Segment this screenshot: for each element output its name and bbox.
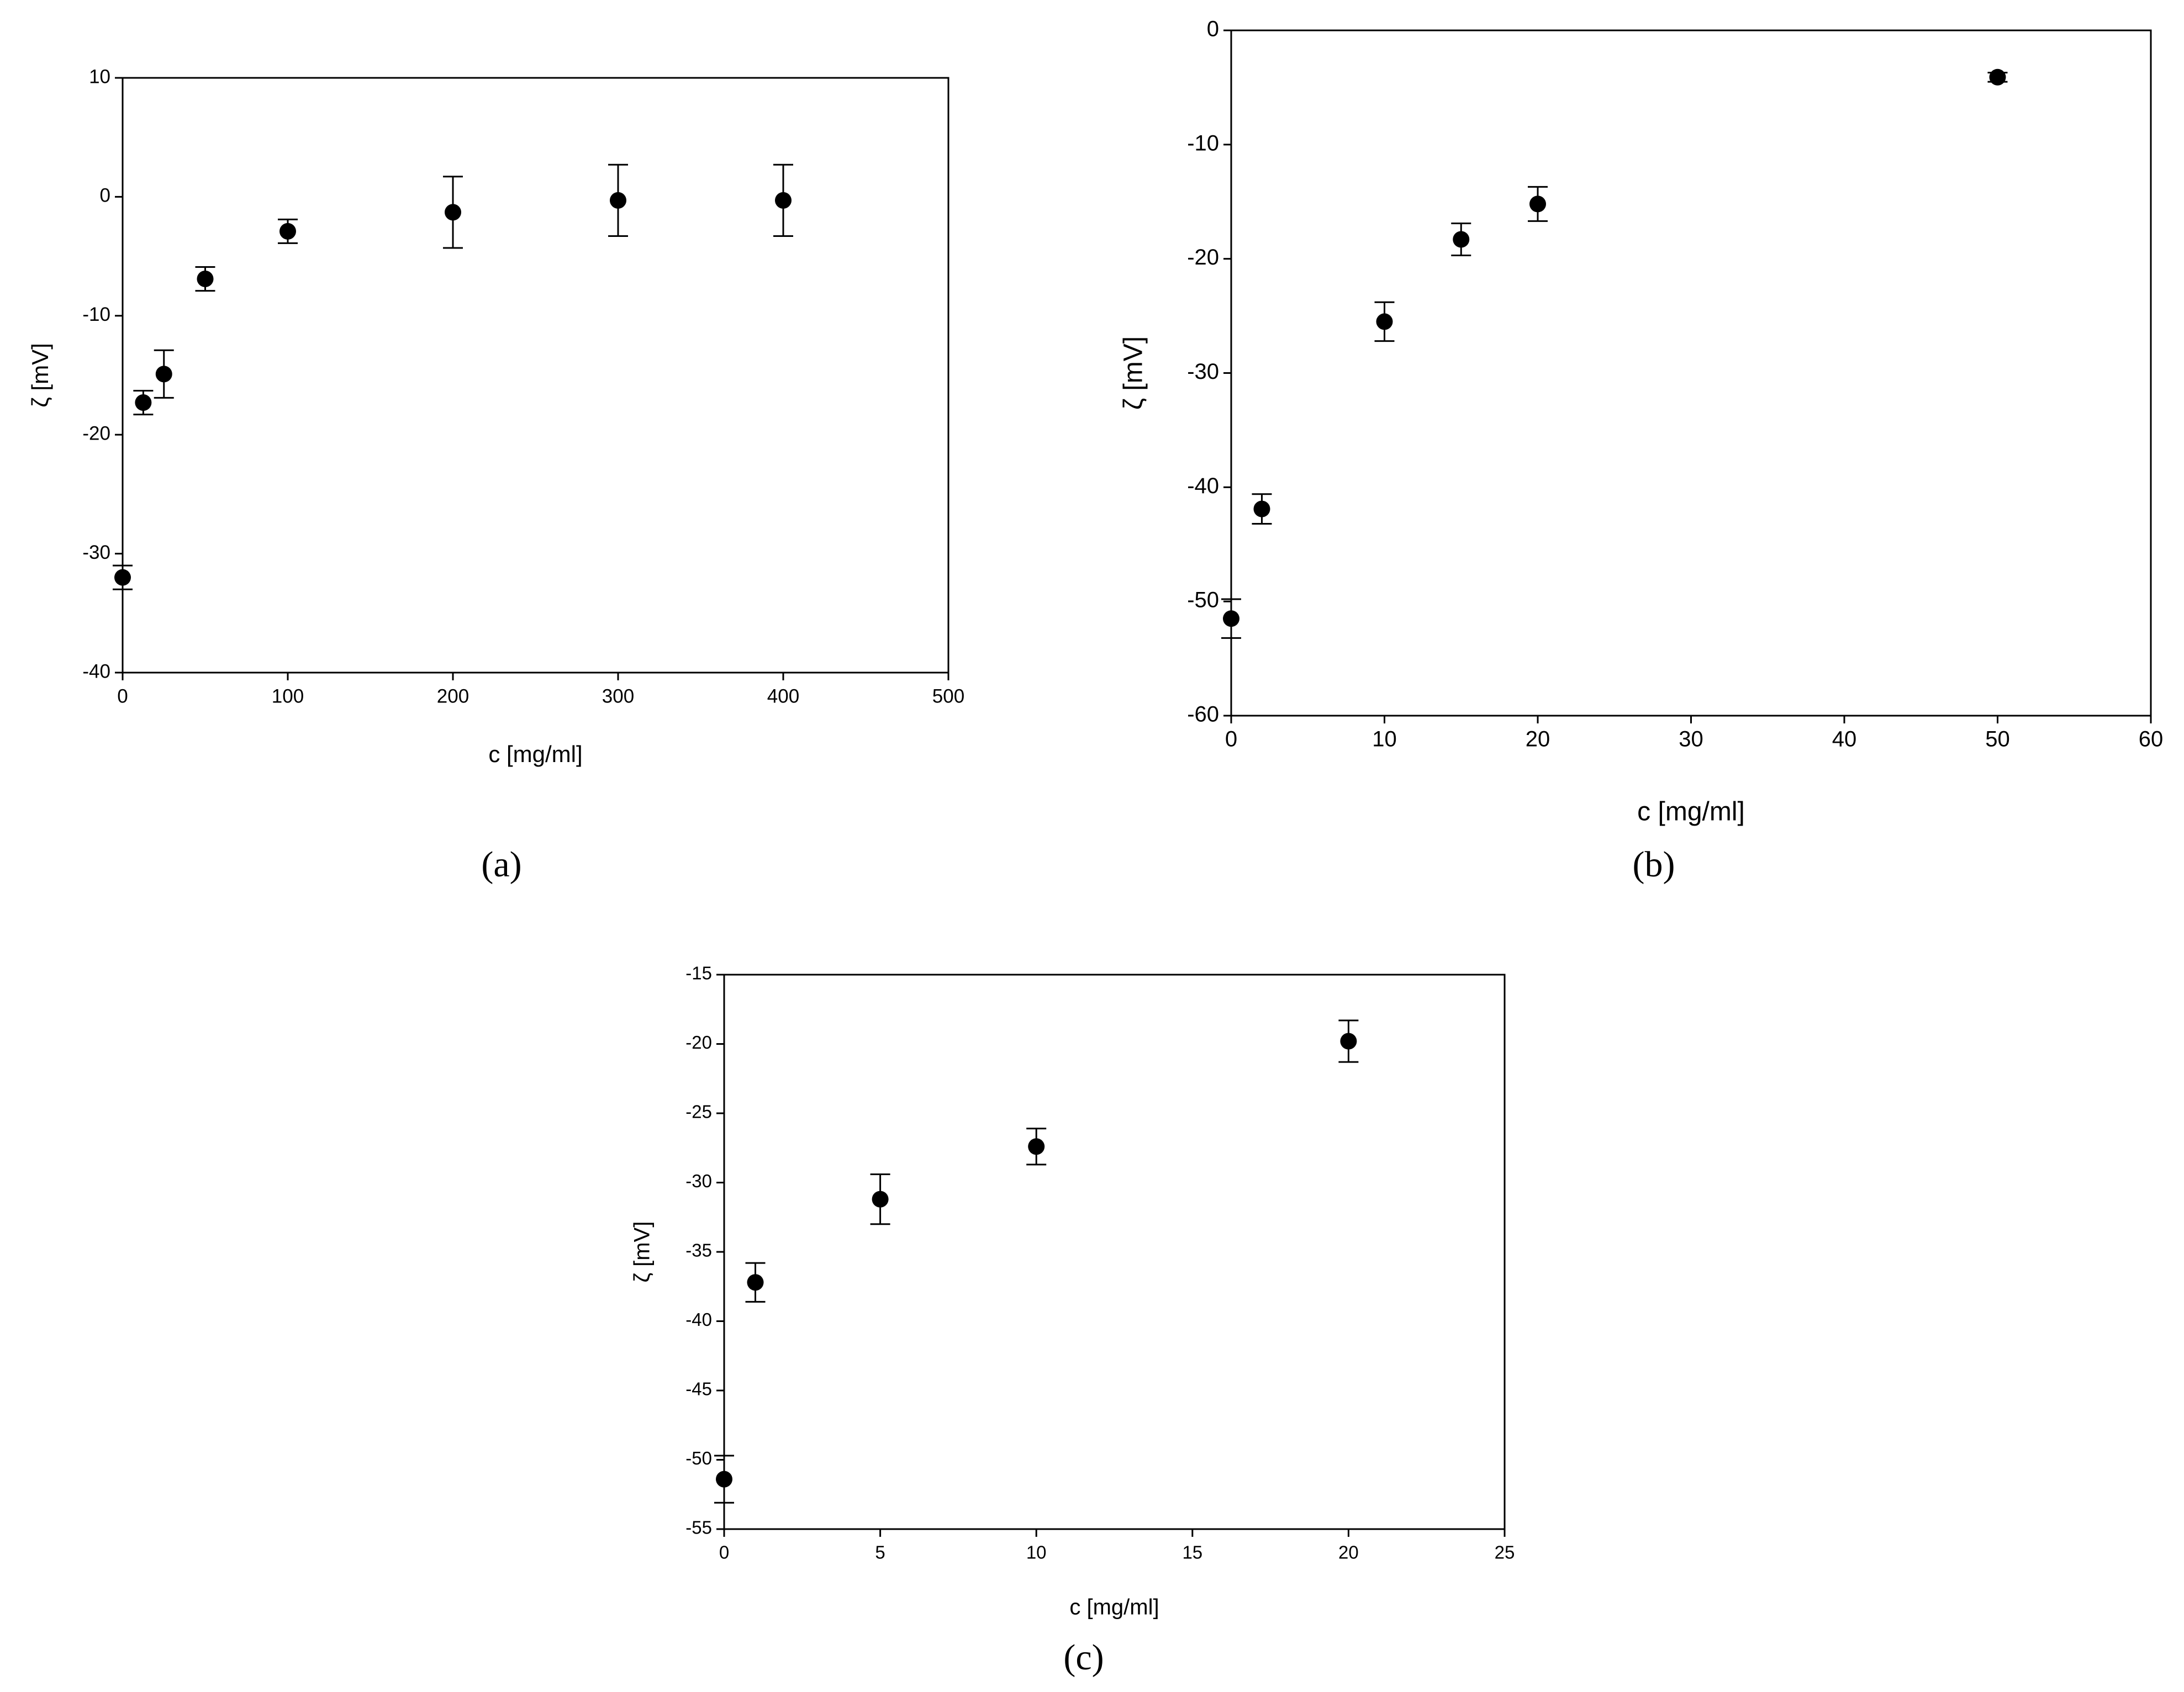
data-point <box>114 569 131 586</box>
x-tick-label: 30 <box>1679 727 1703 752</box>
plot-frame <box>122 77 949 674</box>
y-tick-label: -40 <box>685 1309 712 1330</box>
y-axis-label: ζ [mV] <box>27 343 53 408</box>
data-point <box>1529 195 1546 213</box>
y-axis-label: ζ [mV] <box>630 1222 655 1283</box>
data-point <box>747 1274 764 1291</box>
x-tick-label: 15 <box>1182 1542 1202 1563</box>
x-tick-label: 20 <box>1526 727 1550 752</box>
data-point <box>1028 1138 1045 1155</box>
x-axis-label: c [mg/ml] <box>1069 1595 1159 1620</box>
x-tick-label: 0 <box>1225 727 1237 752</box>
y-tick-label: -10 <box>82 304 110 325</box>
panel-label: (b) <box>1633 844 1675 885</box>
data-point <box>197 271 214 288</box>
x-tick-label: 10 <box>1372 727 1397 752</box>
y-tick-label: -40 <box>1187 474 1219 498</box>
data-point <box>155 366 172 383</box>
data-point <box>445 204 461 221</box>
x-tick-label: 40 <box>1832 727 1857 752</box>
x-tick-label: 400 <box>767 685 799 707</box>
y-tick-label: -20 <box>82 422 110 444</box>
y-tick-label: -10 <box>1187 131 1219 155</box>
chart: -60 -50 -40 -30 -20 -10 0 0 10 20 30 40 50 60 c [mg/ml… <box>1119 17 2164 885</box>
data-point <box>716 1471 732 1488</box>
y-tick-label: 0 <box>100 185 110 207</box>
y-tick-label: -30 <box>685 1171 712 1191</box>
y-tick-label: -50 <box>685 1448 712 1468</box>
x-tick-label: 0 <box>117 685 128 707</box>
data-point <box>872 1191 889 1208</box>
y-axis-label: ζ [mV] <box>1119 336 1148 410</box>
y-tick-label: -30 <box>82 542 110 563</box>
y-tick-label: -30 <box>1187 359 1219 384</box>
chart: -55 -50 -45 -40 -35 -30 -25 -20 -15 0 5 10 15 20 25 c [… <box>630 963 1515 1678</box>
x-axis-label: c [mg/ml] <box>488 741 582 767</box>
data-point <box>279 223 296 240</box>
y-tick-label: -20 <box>685 1032 712 1053</box>
y-tick-label: 10 <box>89 66 110 87</box>
data-point <box>1453 231 1470 248</box>
data-point <box>1376 313 1393 330</box>
panel-label: (a) <box>481 844 521 885</box>
panel-label: (c) <box>1063 1637 1104 1678</box>
y-tick-label: -15 <box>685 963 712 984</box>
x-tick-label: 20 <box>1338 1542 1359 1563</box>
y-tick-label: -25 <box>685 1102 712 1122</box>
data-point <box>1253 500 1270 517</box>
y-tick-label: -60 <box>1187 702 1219 727</box>
x-tick-label: 500 <box>932 685 964 707</box>
x-tick-label: 300 <box>602 685 634 707</box>
data-point <box>1340 1033 1357 1050</box>
y-tick-label: 0 <box>1207 17 1219 41</box>
y-tick-label: -55 <box>685 1517 712 1538</box>
x-tick-label: 100 <box>272 685 304 707</box>
data-point <box>1989 68 2006 86</box>
data-point <box>1223 610 1239 627</box>
y-tick-label: -50 <box>1187 588 1219 612</box>
x-tick-label: 10 <box>1026 1542 1047 1563</box>
y-tick-label: -45 <box>685 1379 712 1399</box>
y-tick-label: -20 <box>1187 245 1219 269</box>
y-tick-label: -35 <box>685 1240 712 1261</box>
data-point <box>610 192 626 209</box>
x-tick-label: 0 <box>719 1542 729 1563</box>
x-tick-label: 25 <box>1495 1542 1515 1563</box>
data-point <box>135 394 152 411</box>
x-tick-label: 50 <box>1985 727 2010 752</box>
y-tick-label: -40 <box>82 660 110 682</box>
x-axis-label: c [mg/ml] <box>1637 797 1745 827</box>
x-tick-label: 200 <box>437 685 469 707</box>
x-tick-label: 5 <box>875 1542 885 1563</box>
x-tick-label: 60 <box>2139 727 2164 752</box>
data-point <box>775 192 792 209</box>
